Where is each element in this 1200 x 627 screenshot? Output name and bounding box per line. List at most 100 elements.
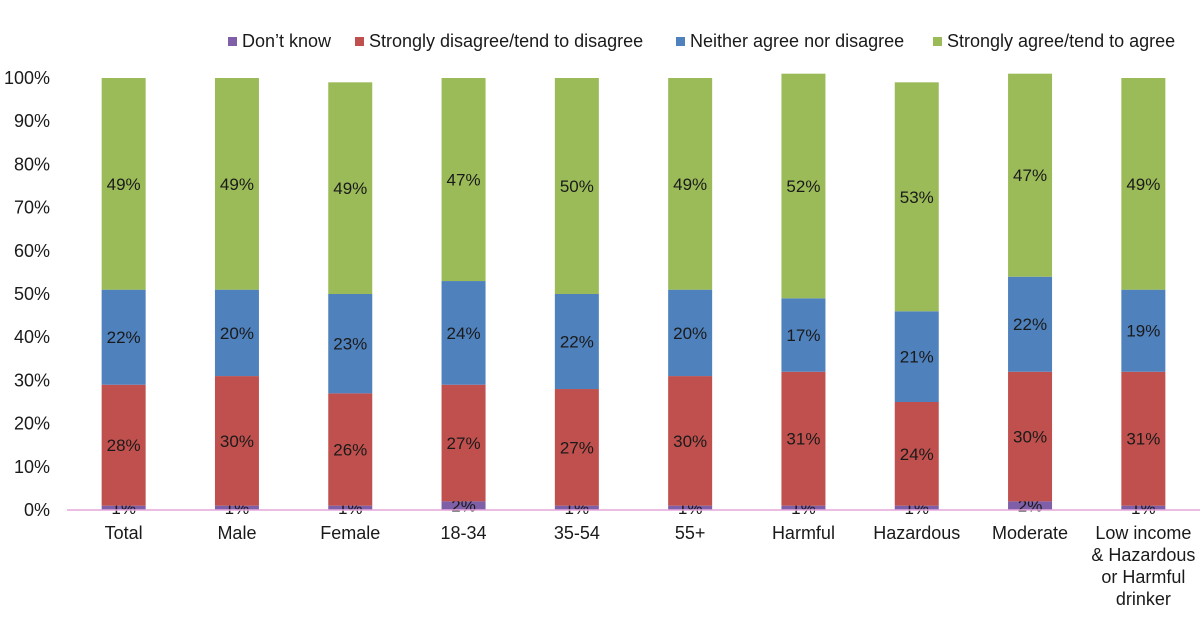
bar-segment	[781, 73, 826, 299]
x-tick-label: Total	[105, 523, 143, 543]
data-label: 30%	[1013, 428, 1047, 447]
data-label: 21%	[900, 348, 934, 367]
data-label: 20%	[220, 324, 254, 343]
data-label: 31%	[786, 430, 820, 449]
bar-segment	[101, 78, 146, 290]
bar-segment	[781, 371, 826, 506]
x-tick-label: Moderate	[992, 523, 1068, 543]
bar-segment	[328, 393, 373, 506]
data-label: 49%	[220, 175, 254, 194]
bar-segment	[441, 384, 486, 502]
data-label: 31%	[1126, 430, 1160, 449]
bar-segment	[554, 505, 599, 510]
x-tick-label: Male	[217, 523, 256, 543]
legend-swatch-dont-know	[228, 37, 237, 46]
legend-label-disagree: Strongly disagree/tend to disagree	[369, 31, 644, 51]
data-label: 52%	[786, 177, 820, 196]
legend-swatch-agree	[933, 37, 942, 46]
x-tick-label-line: drinker	[1116, 589, 1171, 609]
bar-segment	[1121, 505, 1166, 510]
bar-segment	[441, 78, 486, 282]
bar-segment	[894, 505, 939, 510]
x-tick-label-line: Low income	[1095, 523, 1191, 543]
x-tick-label-line: Total	[105, 523, 143, 543]
bar-segment	[894, 402, 939, 506]
bar-segment	[1121, 371, 1166, 506]
data-label: 49%	[673, 175, 707, 194]
bar-segment	[668, 78, 713, 290]
legend-swatch-disagree	[355, 37, 364, 46]
x-tick-label-line: 35-54	[554, 523, 600, 543]
x-tick-label: Low income & Hazardous or Harmful drinker	[1091, 523, 1195, 609]
bar-segment	[668, 289, 713, 377]
bar-segment	[1008, 73, 1053, 277]
legend-label-agree: Strongly agree/tend to agree	[947, 31, 1176, 51]
bar-segment	[214, 289, 259, 377]
data-label: 49%	[107, 175, 141, 194]
data-label: 24%	[900, 445, 934, 464]
data-label: 27%	[447, 434, 481, 453]
bar-segment	[328, 294, 373, 394]
bar-segment	[101, 505, 146, 510]
y-tick-label: 60%	[14, 241, 50, 261]
data-label: 47%	[1013, 166, 1047, 185]
data-label: 30%	[220, 432, 254, 451]
bar-segment	[101, 289, 146, 385]
y-tick-label: 90%	[14, 111, 50, 131]
bar-segment	[214, 78, 259, 290]
data-label: 2%	[1018, 497, 1043, 516]
bar-segment	[214, 376, 259, 506]
bar-segment	[1121, 289, 1166, 372]
data-label: 24%	[447, 324, 481, 343]
data-label: 22%	[107, 328, 141, 347]
legend-label-dont-know: Don’t know	[242, 31, 332, 51]
data-label: 26%	[333, 441, 367, 460]
bar-segment	[214, 505, 259, 510]
bar-segment	[554, 78, 599, 294]
legend-item-neither: Neither agree nor disagree	[676, 31, 904, 52]
bar-segment	[668, 376, 713, 506]
data-label: 49%	[1126, 175, 1160, 194]
chart-legend: Don’t know Strongly disagree/tend to dis…	[0, 31, 1200, 53]
data-label: 28%	[107, 436, 141, 455]
legend-item-dont-know: Don’t know	[228, 31, 331, 52]
legend-item-disagree: Strongly disagree/tend to disagree	[355, 31, 643, 52]
data-label: 22%	[1013, 315, 1047, 334]
y-tick-label: 20%	[14, 414, 50, 434]
x-tick-label-line: Male	[217, 523, 256, 543]
x-tick-label: 35-54	[554, 523, 600, 543]
data-label: 2%	[451, 497, 476, 516]
bar-segment	[328, 505, 373, 510]
bar-segment	[781, 505, 826, 510]
data-label: 22%	[560, 333, 594, 352]
data-label: 50%	[560, 177, 594, 196]
y-tick-label: 30%	[14, 370, 50, 390]
data-label: 27%	[560, 438, 594, 457]
y-tick-label: 70%	[14, 198, 50, 218]
y-tick-label: 50%	[14, 284, 50, 304]
data-label: 19%	[1126, 322, 1160, 341]
bar-segment	[101, 384, 146, 506]
x-tick-label-line: 55+	[675, 523, 706, 543]
y-tick-label: 40%	[14, 327, 50, 347]
x-tick-label-line: or Harmful	[1101, 567, 1185, 587]
x-tick-label-line: Moderate	[992, 523, 1068, 543]
x-tick-label-line: Harmful	[772, 523, 835, 543]
bar-segment	[554, 294, 599, 390]
bar-segment	[894, 82, 939, 312]
x-tick-label: 18-34	[441, 523, 487, 543]
y-tick-label: 0%	[24, 500, 50, 520]
bar-segment	[1008, 371, 1053, 502]
legend-swatch-neither	[676, 37, 685, 46]
bar-segment	[781, 298, 826, 372]
bar-segment	[328, 82, 373, 294]
data-label: 17%	[786, 326, 820, 345]
bar-segment	[1008, 276, 1053, 372]
legend-label-neither: Neither agree nor disagree	[690, 31, 905, 51]
bar-segment	[668, 505, 713, 510]
x-tick-label-line: 18-34	[441, 523, 487, 543]
bar-segment	[1008, 501, 1053, 510]
data-label: 49%	[333, 179, 367, 198]
